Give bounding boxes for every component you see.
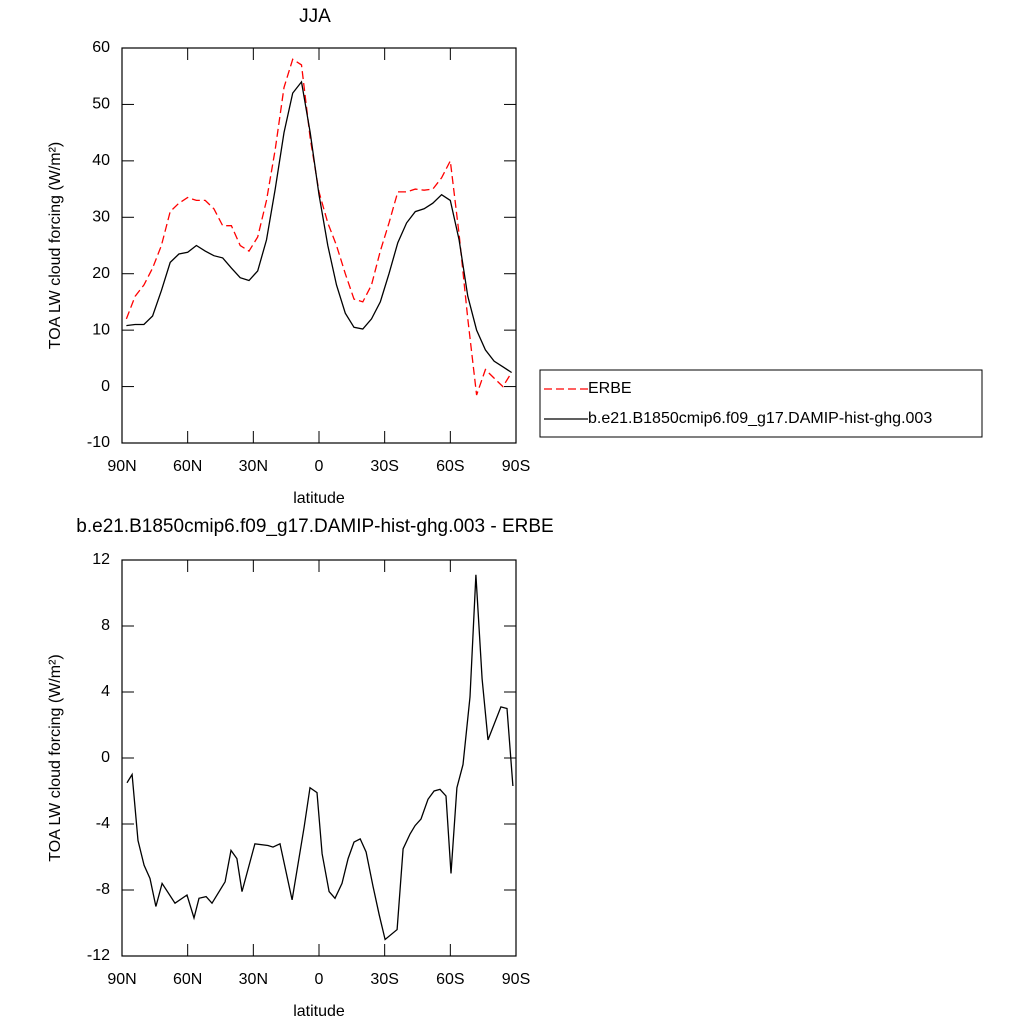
x-axis-label: latitude — [293, 490, 345, 507]
legend-box — [539, 369, 983, 438]
x-tick-label: 30S — [370, 458, 398, 475]
y-tick-label: 12 — [92, 551, 110, 568]
chart-title: b.e21.B1850cmip6.f09_g17.DAMIP-hist-ghg.… — [76, 516, 553, 537]
y-axis-label: TOA LW cloud forcing (W/m²) — [47, 654, 64, 861]
plot-frame — [121, 559, 517, 957]
data-line — [126, 80, 512, 374]
x-tick-label: 30N — [239, 458, 268, 475]
y-tick-label: -10 — [87, 434, 110, 451]
y-tick-label: 4 — [101, 683, 110, 700]
y-tick-label: 30 — [92, 209, 110, 226]
y-tick-label: 8 — [101, 617, 110, 634]
x-tick-label: 0 — [315, 458, 324, 475]
y-tick-label: 40 — [92, 152, 110, 169]
chart-title: JJA — [299, 6, 331, 27]
plot-frame — [121, 47, 517, 444]
x-tick-label: 30N — [239, 971, 268, 988]
y-axis-label: TOA LW cloud forcing (W/m²) — [47, 142, 64, 349]
x-tick-label: 60N — [173, 971, 202, 988]
x-tick-label: 60S — [436, 971, 464, 988]
y-tick-label: 0 — [101, 378, 110, 395]
legend-label: ERBE — [588, 380, 632, 397]
legend-label: b.e21.B1850cmip6.f09_g17.DAMIP-hist-ghg.… — [588, 410, 932, 427]
y-tick-label: 50 — [92, 96, 110, 113]
y-tick-label: -8 — [96, 881, 110, 898]
x-tick-label: 60S — [436, 458, 464, 475]
y-tick-label: 20 — [92, 265, 110, 282]
y-tick-label: 0 — [101, 749, 110, 766]
data-line — [125, 58, 513, 396]
x-tick-label: 90S — [502, 971, 530, 988]
x-tick-label: 0 — [315, 971, 324, 988]
x-tick-label: 30S — [370, 971, 398, 988]
y-tick-label: -12 — [87, 947, 110, 964]
x-tick-label: 90S — [502, 458, 530, 475]
y-tick-label: 60 — [92, 39, 110, 56]
x-tick-label: 90N — [107, 971, 136, 988]
x-tick-label: 90N — [107, 458, 136, 475]
data-line — [126, 574, 514, 941]
x-tick-label: 60N — [173, 458, 202, 475]
y-tick-label: 10 — [92, 321, 110, 338]
y-tick-label: -4 — [96, 815, 110, 832]
x-axis-label: latitude — [293, 1003, 345, 1020]
